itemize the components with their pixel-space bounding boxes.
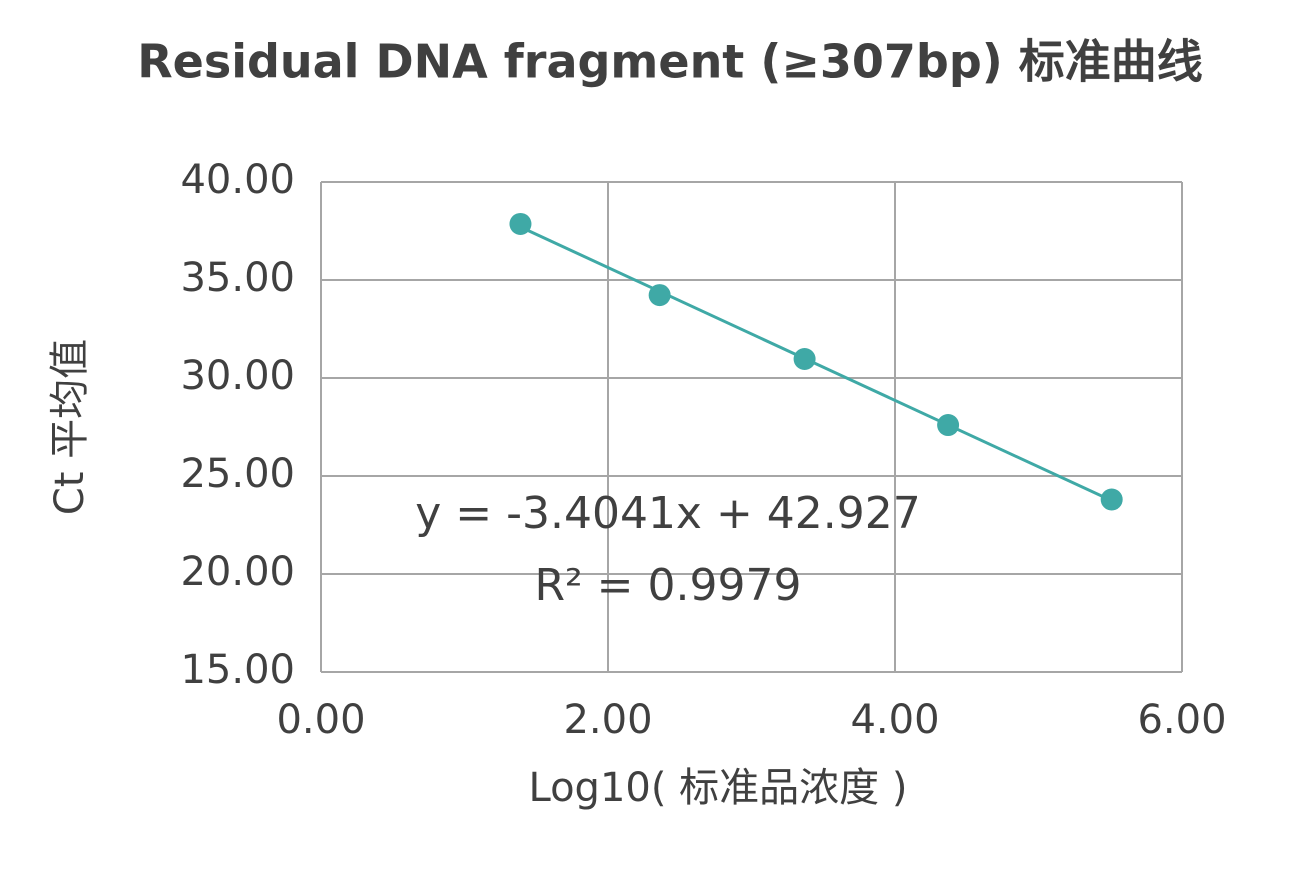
data-point	[937, 414, 960, 437]
trendline	[519, 225, 1113, 503]
y-axis-title: Ct 平均值	[47, 339, 93, 515]
x-tick-label: 0.00	[276, 697, 365, 743]
annotation: R² = 0.9979	[534, 560, 801, 611]
y-tick-label: 15.00	[180, 647, 295, 693]
y-tick-label: 40.00	[180, 157, 295, 203]
y-tick-label: 25.00	[180, 451, 295, 497]
data-point	[1100, 488, 1123, 511]
data-point	[509, 212, 532, 235]
data-point	[793, 347, 816, 370]
annotation: y = -3.4041x + 42.927	[415, 488, 921, 539]
x-tick-label: 2.00	[563, 697, 652, 743]
x-tick-label: 4.00	[850, 697, 939, 743]
y-tick-label: 30.00	[180, 353, 295, 399]
y-tick-label: 20.00	[180, 549, 295, 595]
data-point	[648, 284, 671, 307]
chart-title: Residual DNA fragment (≥307bp) 标准曲线	[137, 35, 1203, 89]
x-tick-label: 6.00	[1137, 697, 1226, 743]
y-tick-label: 35.00	[180, 255, 295, 301]
x-axis-title: Log10( 标准品浓度 )	[529, 765, 908, 811]
